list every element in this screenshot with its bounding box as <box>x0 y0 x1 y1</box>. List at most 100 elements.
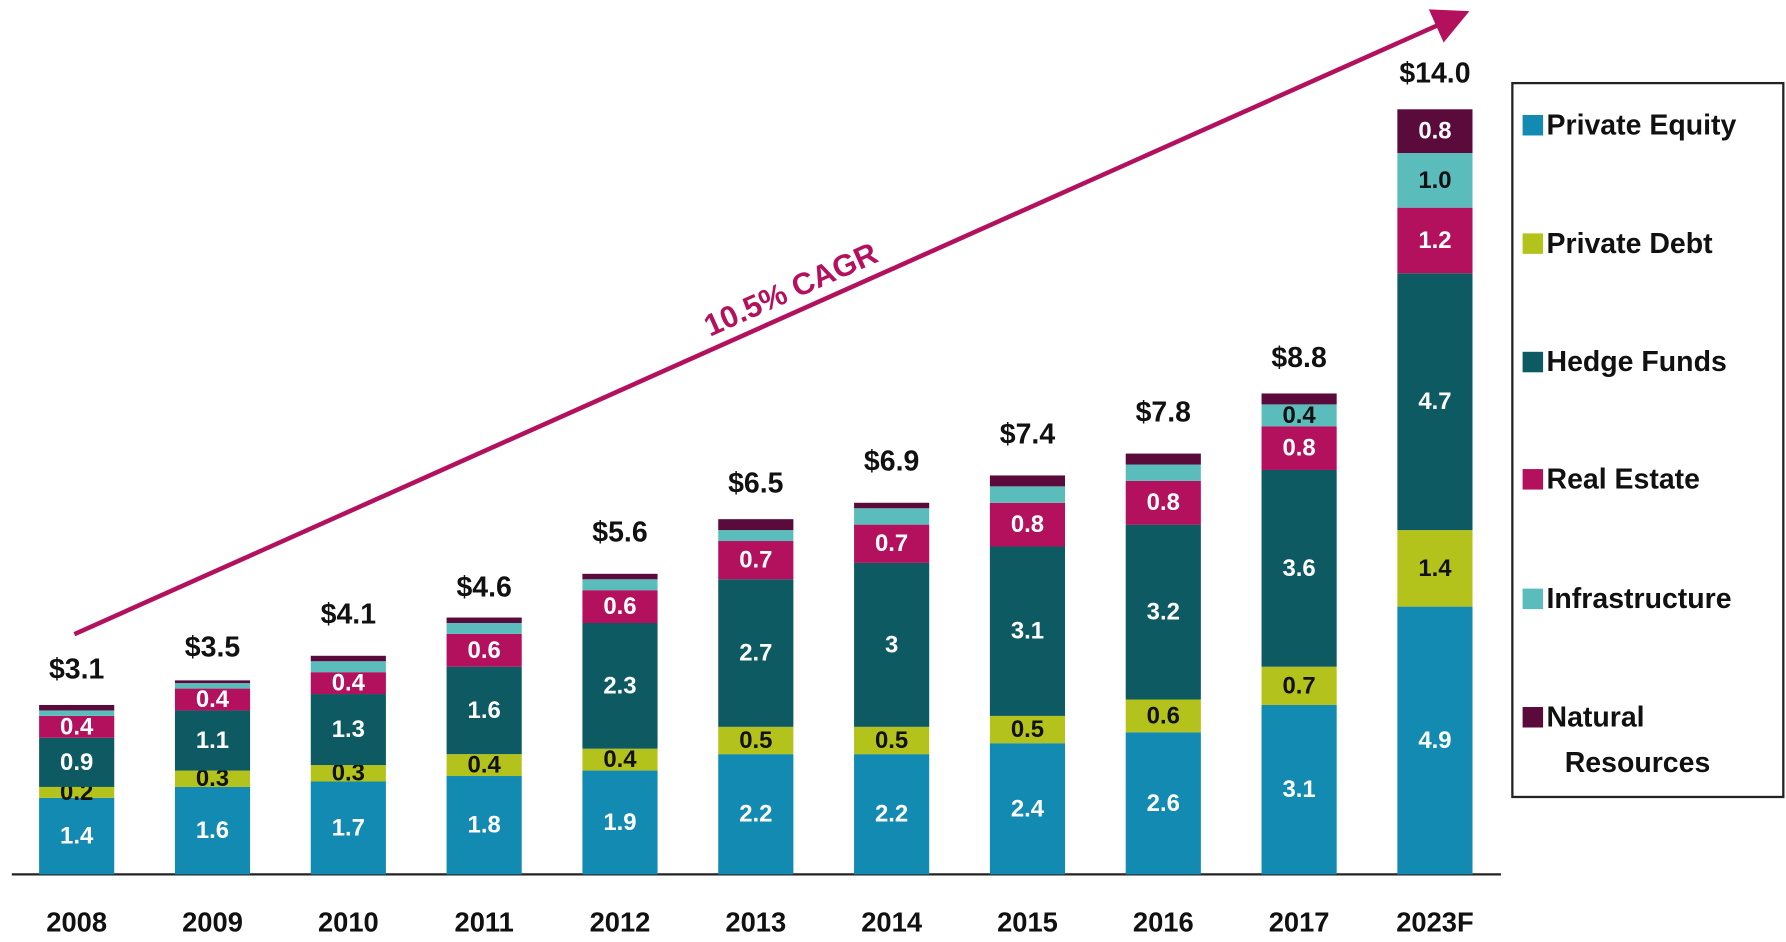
segment-label: 2.7 <box>739 640 772 667</box>
bar-segment <box>718 541 794 580</box>
segment-label: 1.1 <box>196 727 229 754</box>
bar-segment <box>989 502 1066 547</box>
legend-item: Natural Resources <box>1546 701 1711 779</box>
legend-item: Real Estate <box>1546 463 1700 496</box>
bar-segment <box>310 781 386 875</box>
legend-swatch <box>1522 707 1544 728</box>
bar-segment <box>582 748 658 771</box>
bar-segment <box>446 754 522 777</box>
segment-label: 1.3 <box>332 716 365 743</box>
segment-label: 1.4 <box>1418 555 1452 582</box>
segment-label: 1.0 <box>1418 167 1451 194</box>
bar-segment <box>989 546 1066 716</box>
bar-segment <box>1125 699 1201 733</box>
legend-item: Hedge Funds <box>1546 346 1727 378</box>
total-label: $4.1 <box>321 599 377 631</box>
segment-label: 0.8 <box>1282 435 1315 462</box>
bar-segment <box>854 508 930 525</box>
segment-label: 1.8 <box>468 812 501 839</box>
legend-item: Private Debt <box>1546 227 1713 260</box>
legend-label: Private Equity <box>1546 109 1737 142</box>
segment-label: 4.7 <box>1418 388 1451 415</box>
bar-segment <box>1397 207 1473 274</box>
bar-segment <box>989 475 1066 487</box>
bar-segment <box>174 710 251 771</box>
cagr-label: 10.5% CAGR <box>699 235 883 343</box>
bar-segment <box>39 737 115 787</box>
bar-segment <box>854 502 930 509</box>
segment-label: 2.6 <box>1147 790 1180 817</box>
legend-item: Private Equity <box>1546 109 1737 142</box>
bar-segment <box>174 688 251 711</box>
segment-label: 3.6 <box>1282 555 1315 582</box>
bar-segment <box>446 776 522 875</box>
x-tick-label: 2016 <box>1133 907 1194 937</box>
bar-segment <box>582 573 658 580</box>
bar-segment <box>446 666 522 755</box>
legend-label: Real Estate <box>1546 463 1700 496</box>
bar-segment <box>989 486 1066 503</box>
bar-segment <box>1261 426 1337 470</box>
bar-segment <box>1125 464 1201 481</box>
segment-label: 0.6 <box>1147 702 1180 729</box>
legend-item: Infrastructure <box>1547 583 1732 615</box>
segment-label: 0.4 <box>196 686 230 713</box>
bar-segment <box>1261 704 1337 875</box>
bar-segment <box>854 754 930 875</box>
bar-segment <box>1261 666 1337 705</box>
total-label: $7.8 <box>1136 396 1191 428</box>
x-tick-label: 2017 <box>1269 907 1330 937</box>
bar-segment <box>39 786 115 798</box>
bar-segment <box>718 754 794 875</box>
segment-label: 3.1 <box>1011 618 1044 645</box>
bar-segment <box>854 524 930 563</box>
bar-segment <box>446 633 522 667</box>
segment-label: 1.7 <box>332 814 365 841</box>
bar-segment <box>1261 393 1337 405</box>
segment-label: 0.8 <box>1011 511 1044 538</box>
bar-segment <box>174 683 251 689</box>
bar-segment <box>1125 480 1201 525</box>
bar-segment <box>582 622 658 749</box>
x-tick-label: 2010 <box>318 907 379 937</box>
segment-label: 3.2 <box>1147 599 1180 626</box>
segment-label: 0.8 <box>1418 118 1451 145</box>
segment-label: 0.7 <box>1282 672 1315 699</box>
segment-label: 3.1 <box>1282 776 1315 803</box>
segment-label: 1.6 <box>196 817 229 844</box>
bar-segment <box>582 579 658 591</box>
bar-segment <box>854 562 930 727</box>
legend-box <box>1511 81 1785 799</box>
segment-label: 0.7 <box>875 530 908 557</box>
bar-segment <box>582 770 658 875</box>
total-label: $7.4 <box>1000 418 1056 450</box>
segment-label: 3 <box>885 631 898 658</box>
segment-label: 0.4 <box>468 752 502 779</box>
segment-label: 2.2 <box>739 801 772 828</box>
segment-label: 1.6 <box>468 697 501 724</box>
bar-segment <box>174 770 251 787</box>
x-tick-label: 2012 <box>590 907 651 937</box>
legend-swatch <box>1522 351 1544 373</box>
segment-label: 0.5 <box>875 727 908 754</box>
bar-segment <box>446 617 522 623</box>
legend-label: Natural Resources <box>1546 701 1711 779</box>
segment-label: 0.4 <box>1282 402 1316 429</box>
bar-segment <box>310 655 386 662</box>
segment-label: 0.6 <box>603 593 636 620</box>
bar-segment <box>989 715 1066 744</box>
total-label: $4.6 <box>456 571 511 603</box>
bar-segment <box>310 672 386 695</box>
x-tick-label: 2015 <box>997 907 1058 937</box>
total-label: $5.6 <box>592 517 647 549</box>
bar-segment <box>718 519 794 531</box>
total-label: $3.5 <box>185 631 241 663</box>
x-tick-label: 2009 <box>182 907 243 937</box>
bar-segment <box>989 743 1066 875</box>
legend-label: Hedge Funds <box>1546 346 1727 378</box>
bar-segment <box>582 590 658 623</box>
segment-label: 0.9 <box>60 749 93 776</box>
bar-segment <box>310 661 386 673</box>
legend-label: Private Debt <box>1546 227 1713 260</box>
